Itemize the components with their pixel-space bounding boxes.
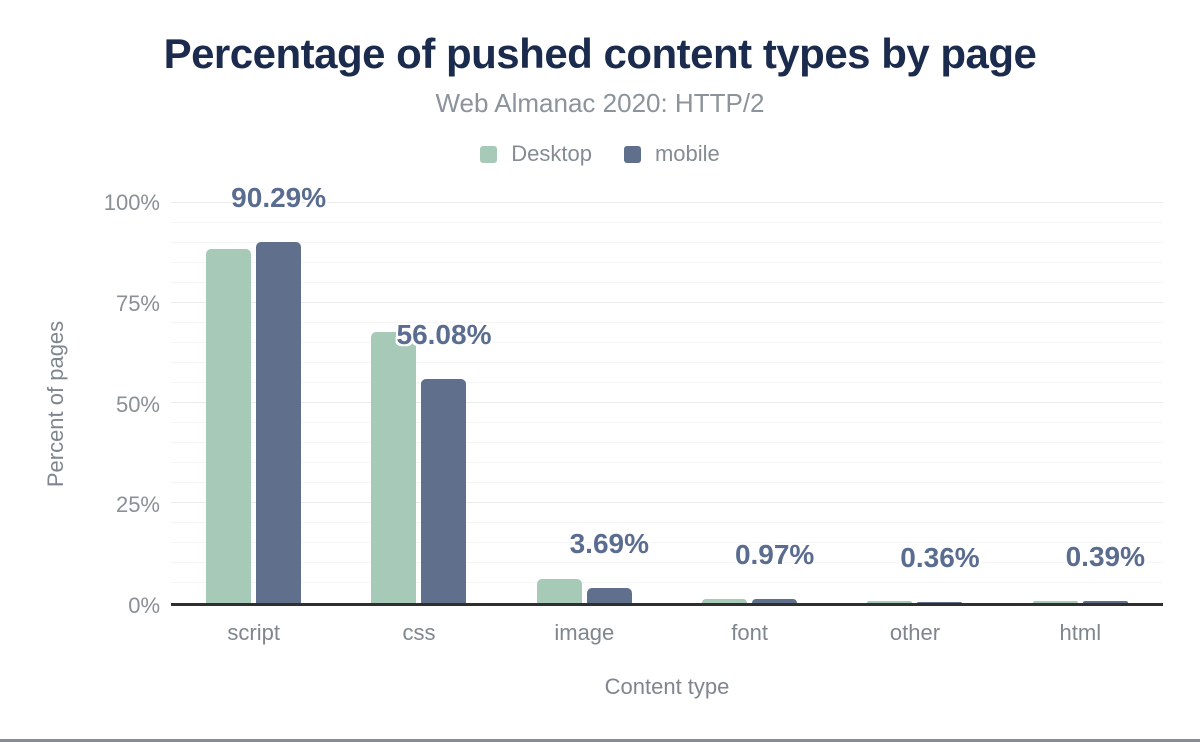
chart-title: Percentage of pushed content types by pa… [163,30,1037,77]
legend-item-desktop[interactable]: Desktop [480,141,592,167]
y-axis-ticks: 0% 25% 50% 75% 100% [80,191,160,618]
bar-mobile-css[interactable] [421,378,467,603]
gridline [171,322,1163,323]
bar-desktop-font[interactable] [702,599,748,603]
desktop-swatch-icon [480,145,498,163]
data-label-other: 0.36% [900,541,980,573]
gridline [171,282,1163,283]
x-tick-label-script: script [227,620,280,645]
category-group-other: 0.36% other [832,203,997,645]
bar-mobile-image[interactable] [586,588,632,603]
bar-mobile-script[interactable] [256,241,302,603]
gridline [171,222,1163,223]
window-bottom-edge [0,739,1200,742]
legend-label-desktop: Desktop [511,141,592,166]
legend: Desktop mobile [0,141,1200,167]
gridline [171,242,1163,243]
legend-label-mobile: mobile [654,141,720,166]
gridline [171,342,1163,343]
data-label-image: 3.69% [569,528,650,560]
y-tick-label: 75% [115,290,160,316]
x-tick-label-css: css [402,620,436,645]
gridline [171,582,1163,583]
bar-mobile-html[interactable] [1082,601,1128,603]
x-axis-title: Content type [604,674,730,699]
y-tick-label: 50% [115,391,160,417]
x-tick-label-other: other [889,620,941,645]
gridline [171,562,1163,563]
y-axis-title: Percent of pages [43,320,68,488]
gridline [171,482,1163,483]
gridline [171,422,1163,423]
bar-desktop-script[interactable] [206,248,252,603]
y-tick-label: 100% [103,190,160,215]
x-tick-label-font: font [731,620,768,645]
category-group-font: 0.97% font [667,203,832,645]
legend-item-mobile[interactable]: mobile [623,141,720,167]
plot-area: 90.29% script 56.08% css 3.69% image 0.97% font… [171,182,1163,645]
bar-desktop-other[interactable] [867,600,913,603]
data-label-script: 90.29% [231,181,327,213]
gridline [171,502,1163,503]
data-label-css: 56.08% [396,318,492,350]
gridline [171,402,1163,403]
bar-desktop-image[interactable] [536,579,582,603]
category-group-html: 0.39% html [998,203,1163,645]
gridline [171,462,1163,463]
y-tick-label: 0% [128,593,160,618]
y-tick-label: 25% [115,492,160,518]
category-group-image: 3.69% image [502,203,667,645]
gridline [171,522,1163,523]
gridline [171,202,1163,203]
gridline [171,542,1163,543]
bar-mobile-font[interactable] [752,599,798,603]
mobile-swatch-icon [623,145,641,163]
gridline [171,302,1163,303]
data-label-font: 0.97% [734,539,815,571]
data-label-html: 0.39% [1065,541,1145,573]
category-group-css: 56.08% css [336,203,501,645]
gridline [171,362,1163,363]
gridline [171,262,1163,263]
bar-desktop-html[interactable] [1032,600,1078,603]
bar-mobile-other[interactable] [917,601,963,603]
x-tick-label-html: html [1059,620,1102,645]
category-group-script: 90.29% script [171,182,336,645]
gridline [171,382,1163,383]
chart-subtitle: Web Almanac 2020: HTTP/2 [435,88,765,118]
bar-desktop-css[interactable] [371,332,417,603]
gridline [171,442,1163,443]
x-tick-label-image: image [554,620,615,645]
